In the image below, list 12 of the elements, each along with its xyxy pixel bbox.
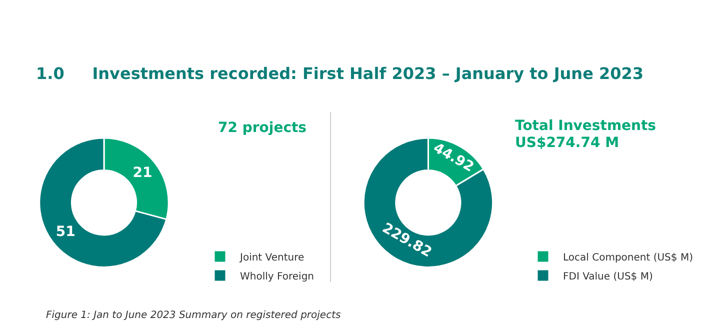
data-label: 51 — [56, 224, 76, 240]
donut-slice — [38, 137, 168, 268]
chart-title: 1.0 Investments recorded: First Half 2023 – January to June 2023 — [36, 64, 644, 83]
text: Total Investments US$274.74 M — [515, 118, 656, 152]
legend-label: Local Component (US$ M) — [563, 252, 694, 264]
donut-slice — [362, 137, 494, 268]
data-label: 21 — [132, 165, 152, 182]
text: 72 projects — [218, 120, 307, 137]
legend-label: Joint Venture — [239, 252, 304, 264]
legend-label: FDI Value (US$ M) — [563, 271, 653, 282]
legend-label: Wholly Foreign — [240, 271, 314, 282]
caption: Figure 1: Jan to June 2023 Summary on registered projects — [46, 310, 341, 321]
